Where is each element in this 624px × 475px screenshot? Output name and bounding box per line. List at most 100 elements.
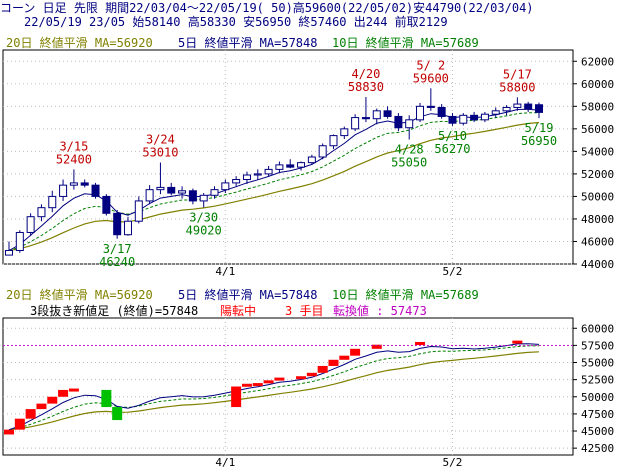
annotation-high-value: 53010	[142, 146, 178, 160]
candle-body	[535, 104, 543, 113]
candle-body	[221, 182, 230, 191]
legend-ma20: 20日 終値平滑 MA=56920	[6, 35, 153, 50]
candle-body	[383, 110, 392, 117]
candle-body	[156, 186, 165, 191]
y-tick-label: 52000	[581, 168, 614, 181]
annotation-high-date: 5/ 2	[416, 58, 445, 72]
candle-body	[264, 168, 273, 175]
y-tick-label: 60000	[581, 78, 614, 91]
candle-body	[167, 186, 176, 194]
y-tick-label: 47500	[581, 408, 614, 421]
annotation-high-date: 4/20	[351, 67, 380, 81]
tlb-block	[241, 383, 252, 387]
candle-body	[340, 128, 349, 137]
legend-ma10: 10日 終値平滑 MA=57689	[332, 35, 479, 50]
annotation-high-value: 59600	[413, 71, 449, 85]
tlb-block	[415, 341, 426, 345]
candle-body	[361, 117, 370, 120]
candle-body	[91, 184, 100, 197]
candle-body	[199, 194, 208, 202]
y-tick-label: 50000	[581, 190, 614, 203]
legend-ma20: 20日 終値平滑 MA=56920	[6, 287, 153, 302]
tlb-block	[4, 429, 14, 435]
annotation-low-date: 3/17	[103, 242, 132, 256]
candle-body	[188, 190, 197, 202]
candle-body	[502, 106, 511, 112]
candle-body	[102, 195, 111, 214]
candle-body	[405, 119, 414, 129]
tlb-block	[47, 396, 58, 404]
y-tick-label: 52500	[581, 374, 614, 387]
y-tick-label: 44000	[581, 258, 614, 271]
tlb-block	[339, 355, 350, 360]
annotation-low-value: 55050	[391, 156, 427, 170]
y-tick-label: 57500	[581, 339, 614, 352]
candle-body	[232, 179, 241, 184]
candle-body	[59, 184, 68, 197]
candle-body	[69, 182, 78, 186]
annotation-high-value: 52400	[56, 152, 92, 166]
candle-body	[470, 114, 479, 121]
candle-body	[524, 103, 533, 110]
candle-body	[416, 105, 425, 121]
candle-body	[26, 216, 35, 233]
x-tick-label: 5/2	[443, 265, 463, 278]
annotation-low-date: 5/10	[438, 129, 467, 143]
tlb-block	[231, 386, 242, 408]
candle-body	[15, 231, 24, 251]
candle-body	[329, 135, 338, 147]
candle-body	[394, 115, 403, 129]
candle-plot-frame	[2, 49, 574, 265]
candle-body	[372, 110, 381, 120]
tlb-block	[263, 380, 274, 384]
y-tick-label: 60000	[581, 322, 614, 335]
y-tick-label: 42500	[581, 442, 614, 455]
legend-ma5: 5日 終値平滑 MA=57848	[178, 35, 317, 50]
ma10-line	[8, 345, 539, 431]
tlb-block	[350, 348, 361, 356]
annotation-low-date: 3/30	[189, 210, 218, 224]
candle-body	[297, 162, 306, 168]
y-tick-label: 48000	[581, 213, 614, 226]
candle-body	[113, 212, 122, 236]
ma20-line	[8, 121, 540, 252]
tlb-info-label: 3段抜き新値足 (終値)=57848	[30, 303, 198, 318]
candle-body	[145, 189, 154, 202]
tlb-reversal: 転換値 : 57473	[333, 303, 427, 318]
tlb-block	[296, 376, 307, 380]
candle-body	[286, 164, 295, 168]
candle-body	[123, 220, 132, 236]
candle-body	[5, 249, 13, 256]
candle-body	[134, 200, 143, 222]
candle-body	[80, 182, 89, 186]
tlb-block	[274, 377, 285, 381]
tlb-block	[252, 383, 263, 387]
annotation-low-date: 5/19	[525, 121, 554, 135]
tlb-block	[328, 359, 339, 366]
annotation-low-value: 49020	[186, 223, 222, 237]
tlb-block	[371, 344, 382, 349]
y-tick-label: 54000	[581, 145, 614, 158]
y-tick-label: 55000	[581, 357, 614, 370]
x-tick-label: 4/1	[215, 265, 235, 278]
candle-body	[253, 173, 262, 176]
tlb-block	[14, 418, 25, 430]
y-tick-label: 50000	[581, 391, 614, 404]
header-line-1: コーン 日足 先限 期間22/03/04～22/05/19( 50)高59600…	[0, 1, 534, 15]
candle-body	[437, 106, 446, 117]
legend-ma5: 5日 終値平滑 MA=57848	[178, 287, 317, 302]
y-tick-label: 45000	[581, 425, 614, 438]
tlb-block	[512, 340, 523, 344]
candle-body	[459, 114, 468, 124]
legend-ma10: 10日 終値平滑 MA=57689	[332, 287, 479, 302]
annotation-high-date: 3/24	[146, 133, 175, 147]
candle-body	[318, 145, 327, 158]
y-tick-label: 56000	[581, 123, 614, 136]
annotation-high-value: 58830	[348, 80, 384, 94]
candle-body	[513, 103, 522, 108]
annotation-low-value: 56270	[434, 142, 470, 156]
tlb-step: 3 手目	[285, 304, 323, 318]
tlb-plot-frame	[2, 317, 574, 456]
tlb-block	[58, 389, 69, 397]
